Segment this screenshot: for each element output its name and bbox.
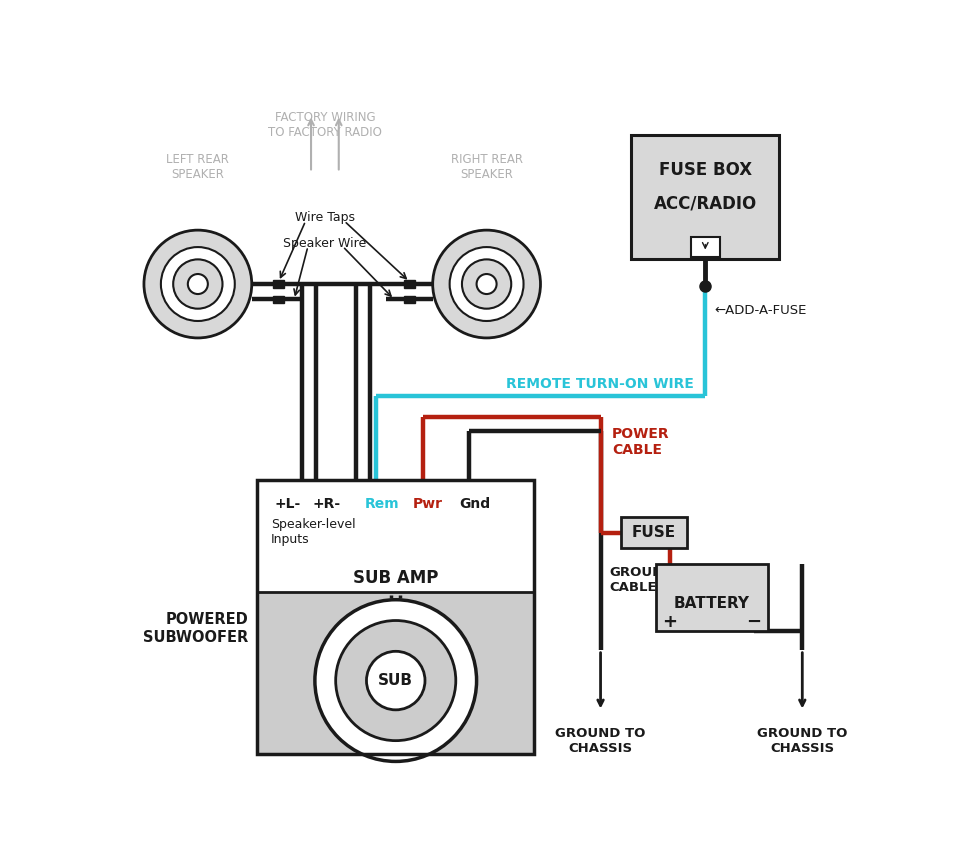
Bar xyxy=(404,280,414,288)
Bar xyxy=(257,592,533,753)
Text: ACC/RADIO: ACC/RADIO xyxy=(653,194,756,212)
Text: FUSE: FUSE xyxy=(631,525,675,540)
Text: FUSE BOX: FUSE BOX xyxy=(658,161,751,179)
Ellipse shape xyxy=(315,600,476,761)
Text: GROUND TO
CHASSIS: GROUND TO CHASSIS xyxy=(756,727,847,755)
Bar xyxy=(690,237,719,257)
Text: +R-: +R- xyxy=(313,497,340,511)
Circle shape xyxy=(449,247,523,321)
Ellipse shape xyxy=(335,620,455,740)
Text: Speaker Wire: Speaker Wire xyxy=(283,237,366,251)
Circle shape xyxy=(432,230,540,338)
Text: Wire Taps: Wire Taps xyxy=(295,210,355,223)
Text: REMOTE TURN-ON WIRE: REMOTE TURN-ON WIRE xyxy=(505,377,693,391)
Circle shape xyxy=(461,259,511,308)
Text: Pwr: Pwr xyxy=(412,497,443,511)
Text: GROUND
CABLE: GROUND CABLE xyxy=(610,566,674,594)
Text: Rem: Rem xyxy=(364,497,400,511)
Bar xyxy=(656,564,767,631)
Text: Speaker-level
Inputs: Speaker-level Inputs xyxy=(271,518,356,546)
Text: GROUND TO
CHASSIS: GROUND TO CHASSIS xyxy=(555,727,645,755)
Text: POWERED
SUBWOOFER: POWERED SUBWOOFER xyxy=(143,612,247,645)
Text: POWER
CABLE: POWER CABLE xyxy=(612,427,669,457)
Text: +L-: +L- xyxy=(274,497,300,511)
Bar xyxy=(273,280,283,288)
Circle shape xyxy=(144,230,251,338)
Circle shape xyxy=(476,274,496,294)
Bar xyxy=(631,136,779,259)
Bar xyxy=(257,480,533,753)
Circle shape xyxy=(173,259,222,308)
Text: FACTORY WIRING
TO FACTORY RADIO: FACTORY WIRING TO FACTORY RADIO xyxy=(268,111,381,139)
Text: −: − xyxy=(745,613,760,631)
Text: SUB AMP: SUB AMP xyxy=(353,570,438,588)
Text: Gnd: Gnd xyxy=(458,497,489,511)
Text: +: + xyxy=(661,613,677,631)
Circle shape xyxy=(161,247,234,321)
Text: LEFT REAR
SPEAKER: LEFT REAR SPEAKER xyxy=(166,153,229,181)
Text: RIGHT REAR
SPEAKER: RIGHT REAR SPEAKER xyxy=(450,153,522,181)
Bar xyxy=(257,480,533,592)
Text: SUB: SUB xyxy=(378,673,413,688)
Text: BATTERY: BATTERY xyxy=(673,596,749,611)
Bar xyxy=(273,295,283,303)
Bar xyxy=(620,517,686,548)
Text: ←ADD-A-FUSE: ←ADD-A-FUSE xyxy=(714,304,806,318)
Bar xyxy=(404,295,414,303)
Ellipse shape xyxy=(366,651,425,710)
Circle shape xyxy=(188,274,208,294)
